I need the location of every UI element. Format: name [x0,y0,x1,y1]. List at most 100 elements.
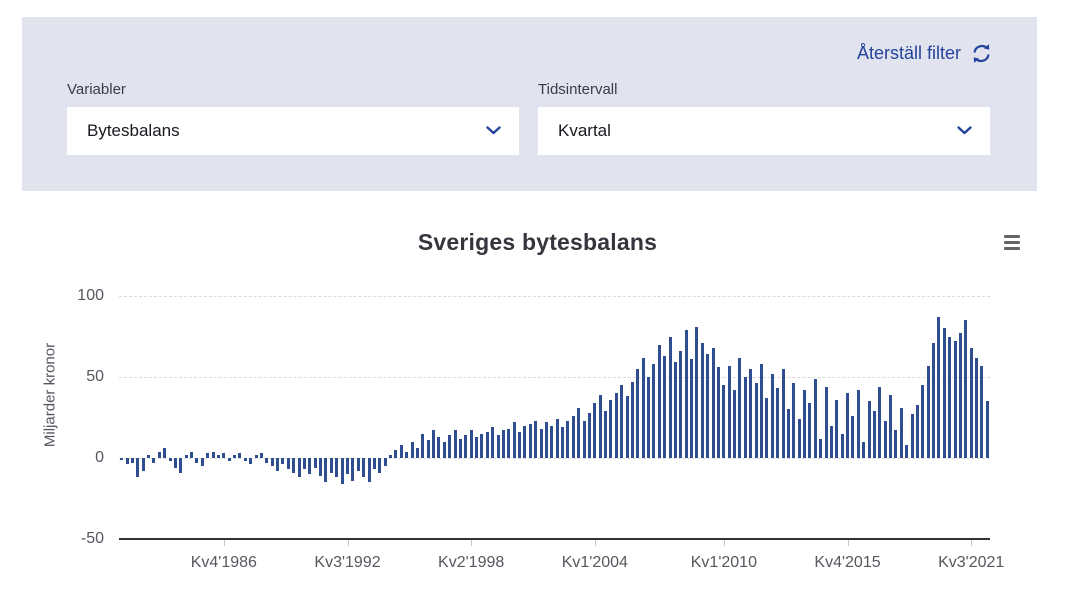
bar[interactable] [437,436,441,458]
bar[interactable] [297,458,301,478]
bar[interactable] [157,451,161,458]
bar[interactable] [781,368,785,458]
bar[interactable] [147,454,151,458]
bar[interactable] [292,458,296,473]
bar[interactable] [883,420,887,458]
bar[interactable] [964,320,968,458]
bar[interactable] [329,458,333,473]
bar[interactable] [722,385,726,458]
bar[interactable] [324,458,328,483]
bar[interactable] [759,364,763,458]
bar[interactable] [813,378,817,458]
bar[interactable] [663,355,667,458]
bar[interactable] [776,388,780,458]
bar[interactable] [222,453,226,458]
bar[interactable] [926,365,930,458]
bar[interactable] [899,407,903,458]
interval-select[interactable]: Kvartal [538,107,990,155]
bar[interactable] [679,351,683,458]
chart-menu-button[interactable] [1001,231,1023,253]
bar[interactable] [372,458,376,470]
bar[interactable] [829,425,833,458]
bar[interactable] [211,451,215,458]
bar[interactable] [738,357,742,458]
bar[interactable] [727,365,731,458]
bar[interactable] [399,445,403,458]
bar[interactable] [797,419,801,458]
bar[interactable] [846,393,850,458]
bar[interactable] [346,458,349,475]
reset-filter-link[interactable]: Återställ filter [857,42,993,65]
bar[interactable] [598,394,602,458]
bar[interactable] [749,368,753,458]
bar[interactable] [238,453,242,458]
bar[interactable] [141,458,145,471]
bar[interactable] [464,435,468,458]
bar[interactable] [491,427,495,458]
bar[interactable] [496,435,500,458]
bar[interactable] [528,423,532,458]
bar[interactable] [442,441,446,458]
bar[interactable] [566,420,570,458]
bar[interactable] [190,451,194,458]
bar[interactable] [415,448,419,458]
bar[interactable] [243,458,247,462]
bar[interactable] [894,430,898,458]
bar[interactable] [770,373,774,458]
bar[interactable] [319,458,323,476]
bar[interactable] [733,389,737,458]
bar[interactable] [958,333,962,458]
bar[interactable] [383,458,387,467]
bar[interactable] [448,435,452,458]
bar[interactable] [265,458,269,463]
bar[interactable] [819,438,823,458]
bar[interactable] [625,396,629,458]
bar[interactable] [356,458,360,471]
bar[interactable] [561,427,565,458]
bar[interactable] [668,336,672,458]
bar[interactable] [432,430,436,458]
bar[interactable] [711,347,715,458]
bar[interactable] [743,377,747,458]
bar[interactable] [421,433,425,458]
bar[interactable] [716,367,720,458]
bar[interactable] [544,422,548,458]
bar[interactable] [206,453,210,458]
bar[interactable] [276,458,280,471]
bar[interactable] [168,458,172,462]
bar[interactable] [270,458,274,467]
bar[interactable] [518,432,522,458]
bar[interactable] [313,458,317,468]
bar[interactable] [249,458,253,465]
bar[interactable] [286,458,290,470]
bar[interactable] [340,458,344,484]
bar[interactable] [985,401,989,458]
bar[interactable] [593,402,597,458]
bar[interactable] [453,430,457,458]
bar[interactable] [555,419,559,458]
bar[interactable] [808,402,812,458]
bar[interactable] [604,411,608,458]
bar[interactable] [684,330,688,458]
bar[interactable] [571,415,575,458]
bar[interactable] [582,420,586,458]
bar[interactable] [840,433,844,458]
bar[interactable] [534,420,538,458]
bar[interactable] [786,409,790,458]
bar[interactable] [120,458,124,460]
bar[interactable] [700,342,704,458]
bar[interactable] [587,412,591,458]
bar[interactable] [862,441,866,458]
bar[interactable] [507,428,511,458]
bar[interactable] [254,454,258,458]
bar[interactable] [227,458,231,462]
bar[interactable] [652,364,656,458]
bar[interactable] [308,458,312,475]
bar[interactable] [872,411,876,458]
bar[interactable] [969,347,973,458]
bar[interactable] [975,357,979,458]
bar[interactable] [630,381,634,458]
bar[interactable] [754,383,758,458]
bar[interactable] [948,336,952,458]
bar[interactable] [614,393,618,458]
